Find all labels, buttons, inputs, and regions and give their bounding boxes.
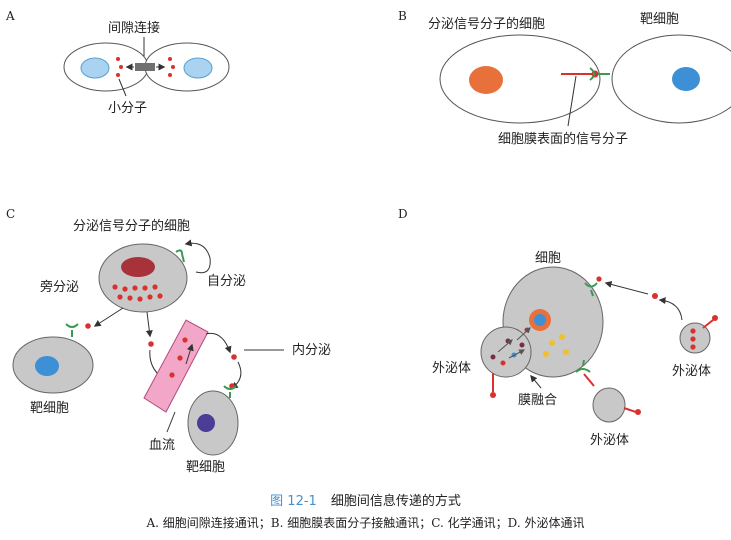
exosome-bottom-label: 外泌体	[590, 433, 629, 448]
receptor-d-top	[584, 282, 598, 297]
exosome-right-contents	[690, 328, 696, 350]
small-molecule-pointer	[118, 78, 127, 97]
figure-number: 图 12-1	[270, 494, 317, 509]
panel-c-letter: C	[6, 207, 15, 221]
exosome-bottom-ligand-head	[635, 409, 641, 415]
panel-a-letter: A	[5, 9, 15, 23]
signal-cell-label-c: 分泌信号分子的细胞	[73, 218, 190, 234]
exosome-left-ligand-head	[490, 392, 496, 398]
small-molecule-label: 小分子	[108, 101, 147, 116]
figure-subtitle: A. 细胞间隙连接通讯；B. 细胞膜表面分子接触通讯；C. 化学通讯；D. 外泌…	[146, 516, 585, 530]
secretory-vesicles-c	[112, 284, 163, 302]
target-cell-label-b: 靶细胞	[640, 12, 679, 27]
membrane-fusion-label: 膜融合	[518, 393, 557, 408]
paracrine-arrow	[93, 307, 124, 327]
endocrine-exit-arrow	[145, 311, 153, 338]
signal-cell-label-b: 分泌信号分子的细胞	[428, 16, 545, 32]
signal-cell-c	[98, 243, 188, 313]
panel-d-letter: D	[398, 207, 408, 221]
surface-signal-label: 细胞膜表面的信号分子	[498, 131, 628, 147]
exosome-right-ligand	[702, 319, 714, 329]
figure-caption: 图 12-1 细胞间信息传递的方式	[0, 490, 731, 509]
blood-flow-arrow	[185, 343, 194, 365]
autocrine-arrow	[184, 239, 211, 274]
blood-flow-pointer	[166, 411, 176, 433]
blood-flow-label: 血流	[149, 438, 175, 453]
nucleus-a-left	[80, 57, 110, 79]
fusing-exosome	[480, 326, 532, 378]
receptor-d-bottom	[575, 359, 591, 373]
autocrine-label: 自分泌	[207, 274, 246, 289]
nucleus-target-cell-b	[672, 67, 700, 91]
exosome-release-arrow	[658, 297, 683, 321]
figure-title: 细胞间信息传递的方式	[330, 494, 461, 509]
exosome-bottom-ligand	[623, 407, 637, 413]
cell-label-d: 细胞	[535, 251, 561, 266]
small-molecules-a	[116, 57, 175, 77]
endocrine-receptor	[223, 385, 237, 398]
nucleus-signal-cell-c	[121, 257, 155, 277]
endocrine-label: 内分泌	[292, 342, 331, 358]
content-arrows-d	[497, 327, 531, 359]
free-signal-d	[652, 293, 658, 299]
exosome-right-label: 外泌体	[672, 364, 711, 379]
target-cell-left-label-c: 靶细胞	[30, 401, 69, 416]
target-cell-right-label-c: 靶细胞	[186, 460, 225, 475]
blood-vessel	[143, 319, 209, 413]
nucleus-d-inner	[534, 314, 546, 326]
paracrine-label: 旁分泌	[40, 279, 79, 295]
bound-signal-d-top	[596, 276, 602, 282]
signal-to-cell-arrow	[604, 281, 649, 295]
endocrine-molecule-2	[231, 354, 237, 360]
surface-signal-pointer	[567, 75, 577, 127]
membrane-fusion-pointer	[530, 374, 542, 389]
bound-signal-d-bottom	[583, 373, 595, 387]
nucleus-signal-cell-b	[469, 66, 503, 94]
exosome-left-label: 外泌体	[432, 361, 471, 376]
gap-junction-label: 间隙连接	[108, 20, 160, 36]
panel-a: A 间隙连接 小分子	[5, 9, 230, 116]
receptor-b	[589, 67, 610, 81]
endocrine-molecule-1	[148, 341, 154, 347]
panel-c: C 分泌信号分子的细胞 自分泌 旁分泌 靶细胞 血流	[6, 207, 331, 475]
panel-b: B 分泌信号分子的细胞 靶细胞 细胞膜表面的信号分子	[398, 9, 731, 147]
paracrine-receptor	[65, 323, 79, 337]
exit-blood-arrow	[205, 332, 232, 354]
signal-cell-b	[439, 34, 601, 124]
panel-b-letter: B	[398, 9, 407, 23]
blood-molecules	[169, 337, 188, 378]
autocrine-receptor	[175, 249, 185, 263]
paracrine-molecule	[85, 323, 91, 329]
nucleus-target-left-c	[35, 356, 59, 376]
gap-junction-channel	[135, 63, 155, 71]
panel-d: D 细胞 外泌体	[398, 207, 718, 448]
exosome-bottom	[592, 387, 626, 423]
nucleus-a-right	[183, 57, 213, 79]
exosome-right-ligand-head	[712, 315, 718, 321]
nucleus-target-right-c	[197, 414, 215, 432]
target-cell-b	[611, 34, 731, 124]
